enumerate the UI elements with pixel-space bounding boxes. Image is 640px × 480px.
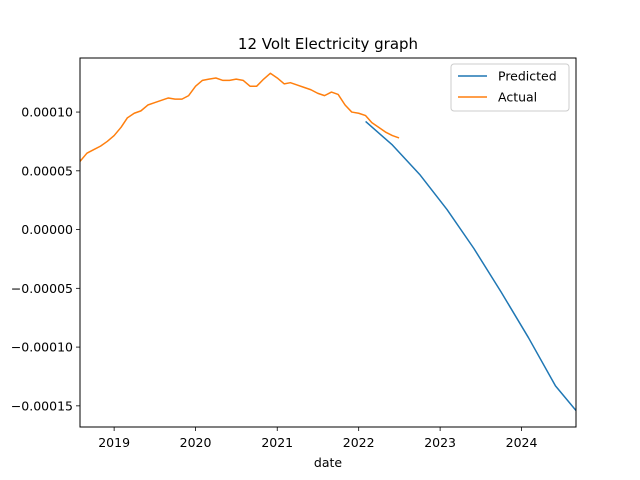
legend-label-predicted: Predicted (498, 69, 557, 84)
x-axis-label: date (314, 455, 342, 470)
chart-title: 12 Volt Electricity graph (238, 35, 418, 53)
x-tick-label: 2019 (98, 435, 130, 450)
x-tick-label: 2020 (180, 435, 212, 450)
y-axis: 0.00010 0.00005 0.00000 −0.00005 −0.00010 −0.… (11, 105, 80, 413)
y-tick-label: 0.00005 (21, 163, 73, 178)
y-tick-label: −0.00005 (11, 281, 73, 296)
x-tick-label: 2022 (343, 435, 375, 450)
x-tick-label: 2023 (424, 435, 456, 450)
legend: Predicted Actual (450, 63, 570, 112)
plot-frame (79, 57, 577, 428)
plot-lines (80, 72, 576, 412)
y-tick-label: −0.00015 (11, 398, 73, 413)
series-line-predicted (365, 120, 576, 412)
series-line-actual (80, 72, 400, 162)
x-tick-label: 2021 (261, 435, 293, 450)
y-tick-label: 0.00000 (21, 222, 73, 237)
legend-label-actual: Actual (498, 90, 537, 105)
x-axis: 2019 2020 2021 2022 2023 2024 (98, 427, 538, 450)
x-tick-label: 2024 (506, 435, 538, 450)
y-tick-label: −0.00010 (11, 340, 73, 355)
y-tick-label: 0.00010 (21, 105, 73, 120)
